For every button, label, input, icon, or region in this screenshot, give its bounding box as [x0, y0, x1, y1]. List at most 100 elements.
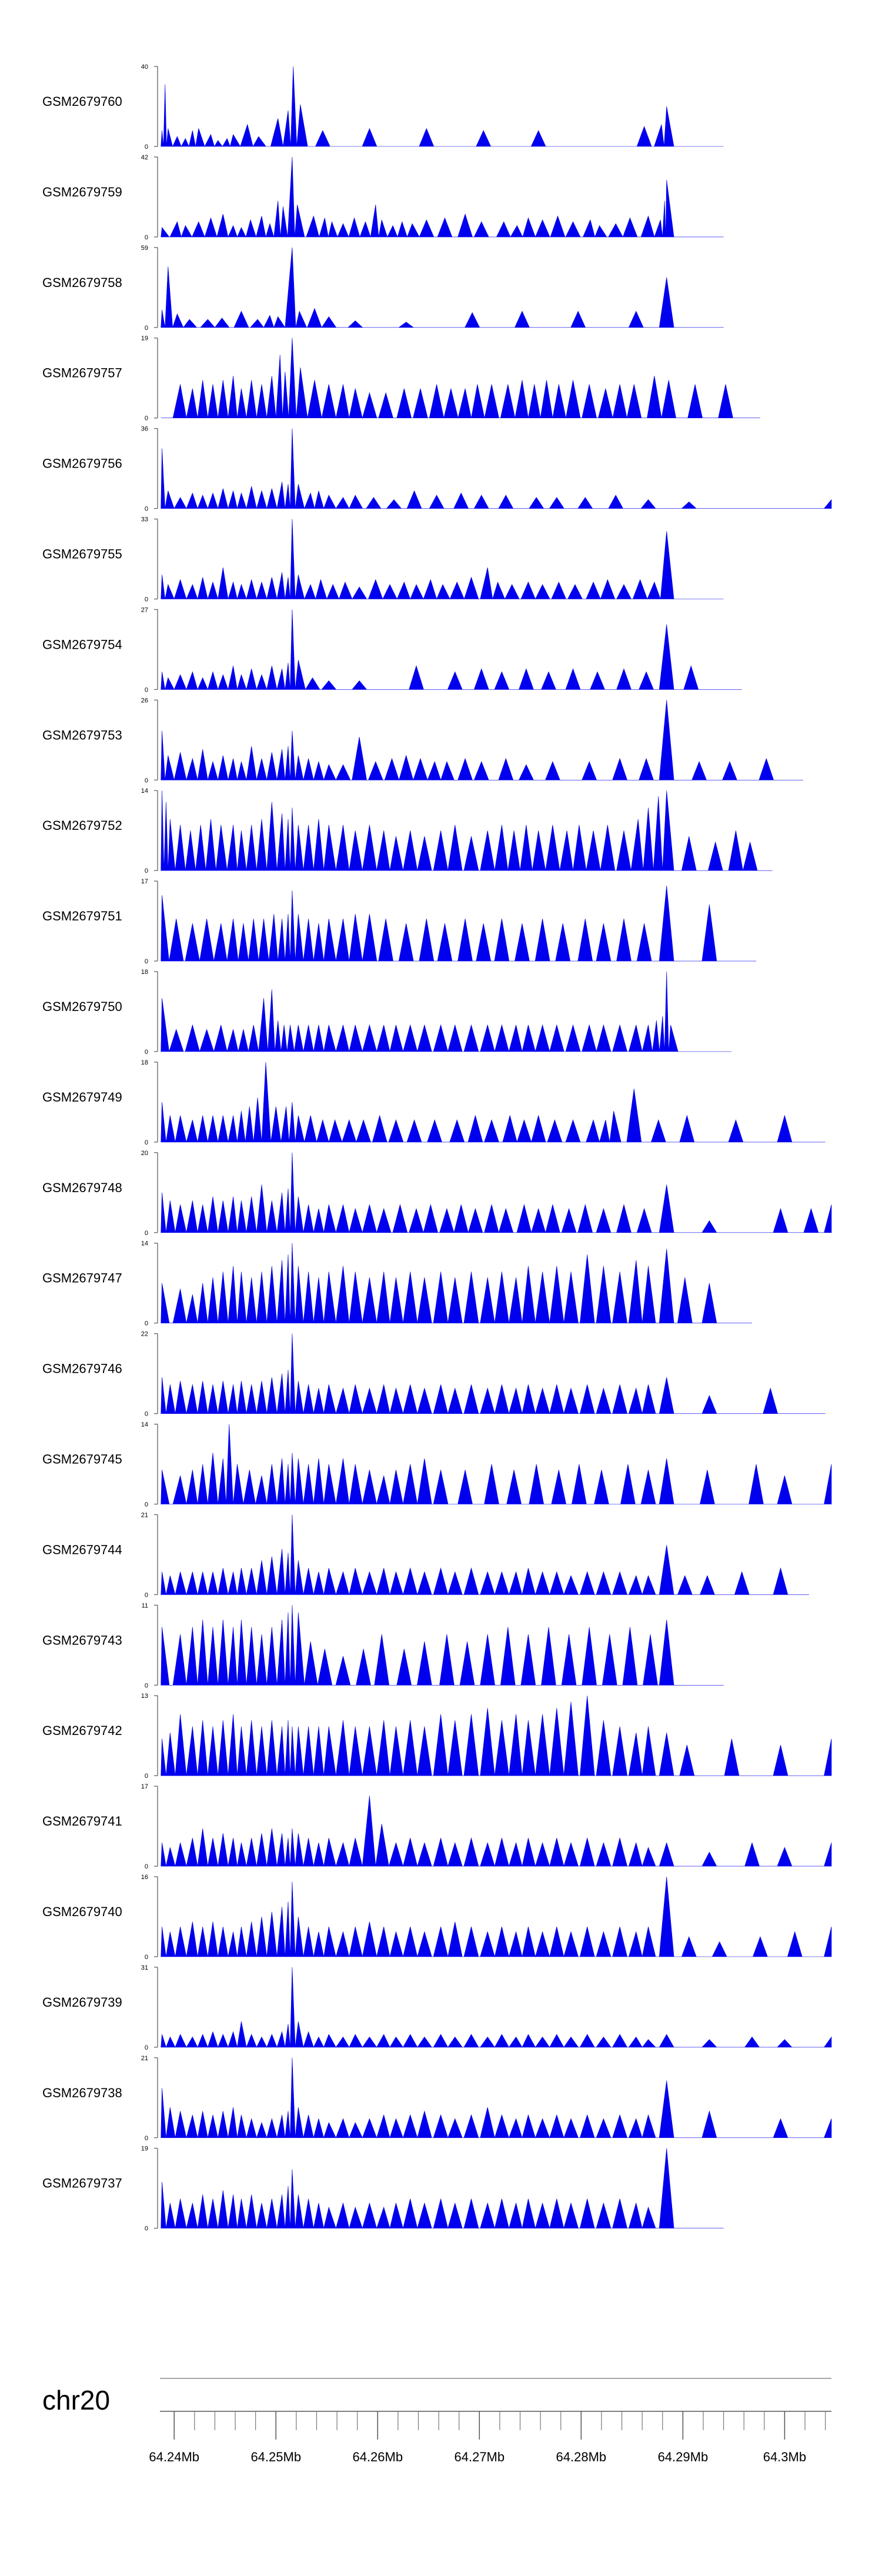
y-max-label: 11: [142, 1602, 148, 1609]
track-label: GSM2679759: [42, 185, 122, 199]
y-min-label: 0: [145, 596, 148, 603]
y-min-label: 0: [145, 234, 148, 241]
track-GSM2679740: GSM2679740 16 0: [42, 1874, 832, 1961]
y-min-label: 0: [145, 1954, 148, 1961]
y-max-label: 21: [141, 1511, 148, 1519]
track-label: GSM2679758: [42, 275, 122, 290]
y-min-label: 0: [145, 867, 148, 875]
coverage-tracks: GSM2679760400GSM2679759420GSM2679758590G…: [42, 64, 832, 2233]
y-max-label: 19: [141, 335, 148, 342]
y-min-label: 0: [145, 958, 148, 965]
y-min-label: 0: [145, 1411, 148, 1418]
y-max-label: 13: [141, 1693, 148, 1700]
coverage-area: [161, 886, 756, 962]
track-GSM2679739: GSM2679739 31 0: [42, 1964, 832, 2051]
coverage-area: [161, 1696, 832, 1776]
x-tick-label: 64.27Mb: [455, 2450, 505, 2464]
track-label: GSM2679743: [42, 1633, 122, 1647]
coverage-area: [161, 790, 773, 871]
track-GSM2679755: GSM2679755 33 0: [42, 516, 724, 603]
x-tick-label: 64.28Mb: [556, 2450, 607, 2464]
track-label: GSM2679748: [42, 1180, 122, 1195]
y-max-label: 20: [141, 1150, 148, 1157]
track-label: GSM2679737: [42, 2176, 122, 2191]
track-GSM2679742: GSM2679742 13 0: [42, 1693, 832, 1780]
track-GSM2679737: GSM2679737 19 0: [42, 2145, 724, 2233]
genome-axis: chr20 64.24Mb 64.25Mb 64.26Mb 64.27Mb 64.28M…: [42, 2378, 831, 2464]
coverage-area: [161, 156, 724, 238]
coverage-area: [161, 428, 832, 509]
track-GSM2679746: GSM2679746 22 0: [42, 1331, 826, 1418]
coverage-area: [161, 519, 724, 600]
y-min-label: 0: [145, 2225, 148, 2233]
track-GSM2679753: GSM2679753 26 0: [42, 697, 803, 784]
track-label: GSM2679752: [42, 818, 122, 833]
track-label: GSM2679754: [42, 637, 122, 652]
y-max-label: 18: [141, 1059, 148, 1066]
y-max-label: 19: [141, 2145, 148, 2153]
coverage-area: [161, 700, 803, 781]
y-max-label: 36: [141, 426, 148, 433]
track-label: GSM2679738: [42, 2086, 122, 2100]
track-label: GSM2679746: [42, 1362, 122, 1376]
y-min-label: 0: [145, 1863, 148, 1870]
y-max-label: 26: [141, 697, 148, 704]
y-min-label: 0: [145, 506, 148, 513]
coverage-area: [161, 971, 732, 1053]
track-GSM2679759: GSM2679759 42 0: [42, 154, 724, 241]
track-GSM2679750: GSM2679750 18 0: [42, 969, 732, 1056]
track-GSM2679741: GSM2679741 17 0: [42, 1783, 832, 1870]
y-max-label: 27: [141, 606, 148, 613]
coverage-area: [161, 1605, 724, 1686]
coverage-area: [161, 247, 724, 328]
y-max-label: 17: [141, 878, 148, 885]
coverage-area: [161, 1796, 832, 1867]
coverage-area: [161, 609, 742, 690]
y-min-label: 0: [145, 1320, 148, 1327]
y-min-label: 0: [145, 2135, 148, 2142]
coverage-area: [161, 1876, 832, 1958]
track-label: GSM2679756: [42, 456, 122, 471]
y-min-label: 0: [145, 415, 148, 422]
y-min-label: 0: [145, 1230, 148, 1237]
y-max-label: 42: [141, 154, 148, 161]
track-GSM2679745: GSM2679745 14 0: [42, 1422, 832, 1509]
track-label: GSM2679745: [42, 1452, 122, 1467]
track-GSM2679758: GSM2679758 59 0: [42, 245, 724, 332]
track-label: GSM2679750: [42, 999, 122, 1014]
track-GSM2679747: GSM2679747 14 0: [42, 1240, 752, 1327]
track-GSM2679752: GSM2679752 14 0: [42, 788, 773, 875]
track-GSM2679757: GSM2679757 19 0: [42, 335, 760, 422]
x-tick-label: 64.25Mb: [250, 2450, 301, 2464]
y-min-label: 0: [145, 1049, 148, 1056]
track-GSM2679754: GSM2679754 27 0: [42, 606, 742, 693]
track-GSM2679749: GSM2679749 18 0: [42, 1059, 826, 1146]
y-max-label: 22: [141, 1331, 148, 1338]
y-min-label: 0: [145, 1682, 148, 1689]
track-label: GSM2679739: [42, 1995, 122, 2010]
track-label: GSM2679751: [42, 909, 122, 923]
coverage-area: [161, 1152, 832, 1233]
track-GSM2679748: GSM2679748 20 0: [42, 1150, 832, 1237]
track-label: GSM2679742: [42, 1723, 122, 1738]
y-min-label: 0: [145, 777, 148, 784]
track-label: GSM2679747: [42, 1271, 122, 1286]
track-label: GSM2679753: [42, 728, 122, 742]
track-label: GSM2679749: [42, 1090, 122, 1105]
coverage-area: [161, 2057, 832, 2138]
track-label: GSM2679741: [42, 1814, 122, 1828]
coverage-area: [161, 2148, 724, 2229]
coverage-area: [161, 1243, 752, 1323]
track-GSM2679738: GSM2679738 21 0: [42, 2055, 832, 2142]
coverage-area: [161, 1333, 826, 1414]
chromosome-label: chr20: [42, 2385, 110, 2415]
coverage-area: [161, 338, 760, 419]
y-max-label: 31: [141, 1964, 148, 1971]
track-label: GSM2679760: [42, 94, 122, 109]
coverage-area: [161, 66, 724, 147]
y-min-label: 0: [145, 144, 148, 151]
track-label: GSM2679740: [42, 1904, 122, 1919]
y-max-label: 16: [141, 1874, 148, 1881]
x-tick-label: 64.29Mb: [658, 2450, 709, 2464]
y-max-label: 17: [141, 1783, 148, 1790]
